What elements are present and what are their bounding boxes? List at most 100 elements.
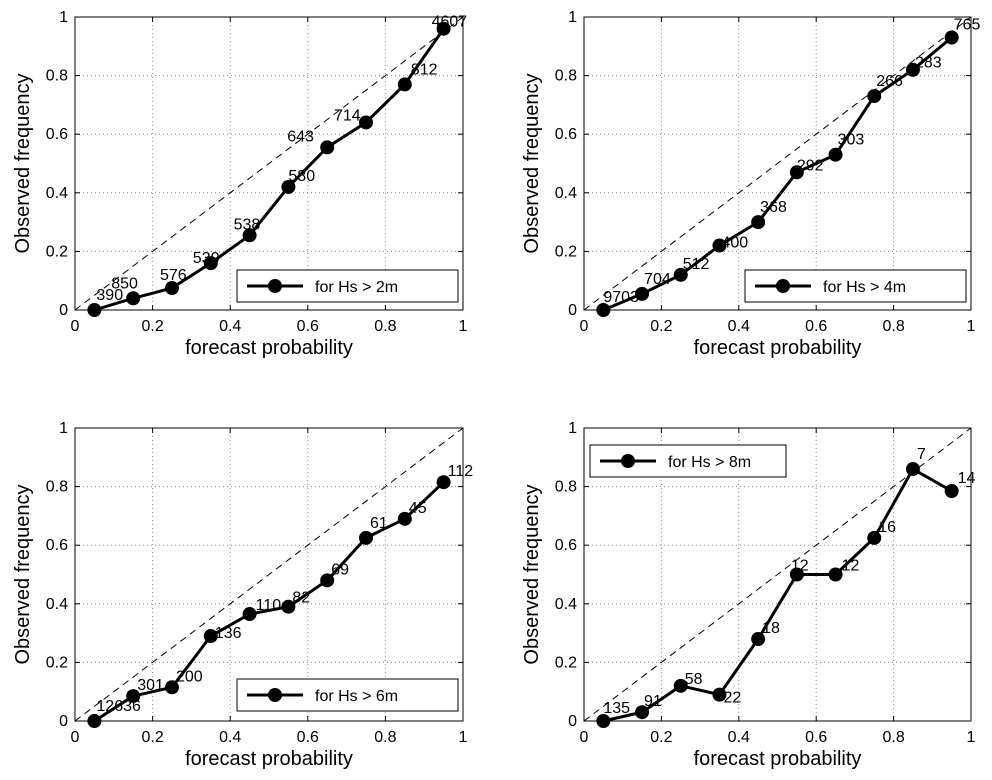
data-point <box>789 165 804 180</box>
data-label: 400 <box>721 235 748 252</box>
y-tick-label: 0.8 <box>555 479 577 496</box>
legend-label: for Hs > 8m <box>668 454 751 471</box>
data-label: 12 <box>842 558 860 575</box>
data-point <box>712 238 727 253</box>
x-tick-label: 0.6 <box>297 318 319 335</box>
data-label: 576 <box>160 267 187 284</box>
series-line <box>93 481 445 723</box>
x-tick-label: 0.4 <box>219 318 241 335</box>
y-tick-label: 0.8 <box>555 68 577 85</box>
data-label: 512 <box>683 256 710 273</box>
y-tick-label: 0.2 <box>555 654 577 671</box>
data-label: 58 <box>685 671 703 688</box>
legend-marker-swatch <box>268 688 282 702</box>
chart-panel-3: 0 0.2 0.4 0.6 0.8 1 0 0.2 0.4 0.6 0.8 1 forecast pro… <box>12 420 473 770</box>
data-label: 266 <box>876 73 903 90</box>
data-label: 7 <box>917 446 926 463</box>
data-point <box>126 291 141 306</box>
y-tick-label: 0 <box>568 713 577 730</box>
y-tick-label: 0.4 <box>555 596 577 613</box>
data-label: 91 <box>644 693 662 710</box>
legend-marker-swatch <box>268 279 282 293</box>
data-label: 283 <box>915 55 942 72</box>
legend: for Hs > 2m <box>236 269 459 303</box>
y-tick-label: 0.4 <box>46 596 68 613</box>
data-label: 110 <box>256 597 282 614</box>
data-point <box>165 281 179 296</box>
x-axis-label: forecast probability <box>694 337 862 359</box>
x-tick-label: 0.4 <box>728 729 750 746</box>
data-point <box>867 530 882 545</box>
x-tick-label: 0 <box>580 729 589 746</box>
data-label: 704 <box>644 271 671 288</box>
data-point <box>203 629 218 644</box>
legend: for Hs > 6m <box>236 678 459 712</box>
y-tick-label: 0.8 <box>46 479 68 496</box>
data-point <box>359 115 373 130</box>
x-tick-label: 0.8 <box>374 318 396 335</box>
data-label: 643 <box>287 128 314 145</box>
y-tick-label: 0.4 <box>46 185 68 202</box>
data-label: 4607 <box>432 14 468 31</box>
y-tick-label: 1 <box>568 420 577 437</box>
legend-label: for Hs > 2m <box>315 279 398 296</box>
x-tick-label: 0.2 <box>141 729 163 746</box>
plot-area-frame <box>74 16 464 311</box>
data-point <box>203 256 218 271</box>
data-label: 200 <box>176 668 203 685</box>
data-point <box>828 567 843 582</box>
data-point <box>242 228 257 243</box>
data-label: 69 <box>331 561 349 578</box>
chart-panel-4: 0 0.2 0.4 0.6 0.8 1 0 0.2 0.4 0.6 0.8 1 forecast pro… <box>521 420 976 770</box>
series-line <box>602 36 953 312</box>
y-tick-label: 0.8 <box>46 68 68 85</box>
legend: for Hs > 8m <box>589 444 787 478</box>
y-axis-label: Observed frequency <box>521 73 543 253</box>
data-point <box>828 147 843 162</box>
data-label: 112 <box>448 463 474 480</box>
x-tick-label: 1 <box>459 318 468 335</box>
y-axis-label: Observed frequency <box>521 484 543 664</box>
data-point <box>905 62 920 77</box>
data-point <box>165 680 179 695</box>
y-tick-label: 0.2 <box>46 243 68 260</box>
data-label: 12 <box>791 558 809 575</box>
y-axis-label: Observed frequency <box>12 484 34 664</box>
x-tick-label: 0 <box>580 318 589 335</box>
y-tick-label: 0.6 <box>46 126 68 143</box>
x-tick-label: 0 <box>71 318 80 335</box>
data-point <box>320 140 335 155</box>
data-point <box>867 89 882 104</box>
data-point <box>87 714 102 728</box>
y-tick-label: 0.6 <box>46 537 68 554</box>
data-point <box>944 483 959 498</box>
x-tick-label: 1 <box>459 729 468 746</box>
data-point <box>436 21 451 36</box>
plot-area-frame <box>583 16 972 311</box>
data-label: 292 <box>797 157 824 174</box>
y-tick-label: 0 <box>59 713 68 730</box>
data-point <box>944 30 959 45</box>
series-line <box>603 467 953 723</box>
data-label: 530 <box>193 250 220 267</box>
data-point <box>320 573 335 588</box>
data-point <box>397 511 412 526</box>
chart-panel-2: 0 0.2 0.4 0.6 0.8 1 0 0.2 0.4 0.6 0.8 1 forecast pro… <box>521 9 980 359</box>
diagonal-reference-line <box>583 16 972 311</box>
y-tick-label: 0.4 <box>555 185 577 202</box>
data-point <box>596 714 611 728</box>
x-tick-label: 0.8 <box>882 729 904 746</box>
y-tick-label: 0.6 <box>555 537 577 554</box>
data-point <box>596 303 611 317</box>
series-line <box>93 27 445 312</box>
data-label: 765 <box>954 17 981 34</box>
data-point <box>789 567 804 582</box>
data-point <box>126 689 141 704</box>
y-tick-label: 0 <box>59 302 68 319</box>
x-tick-label: 1 <box>967 729 976 746</box>
x-axis-label: forecast probability <box>185 337 353 359</box>
data-point <box>242 607 257 622</box>
data-point <box>712 687 727 702</box>
data-label: 22 <box>723 690 741 707</box>
